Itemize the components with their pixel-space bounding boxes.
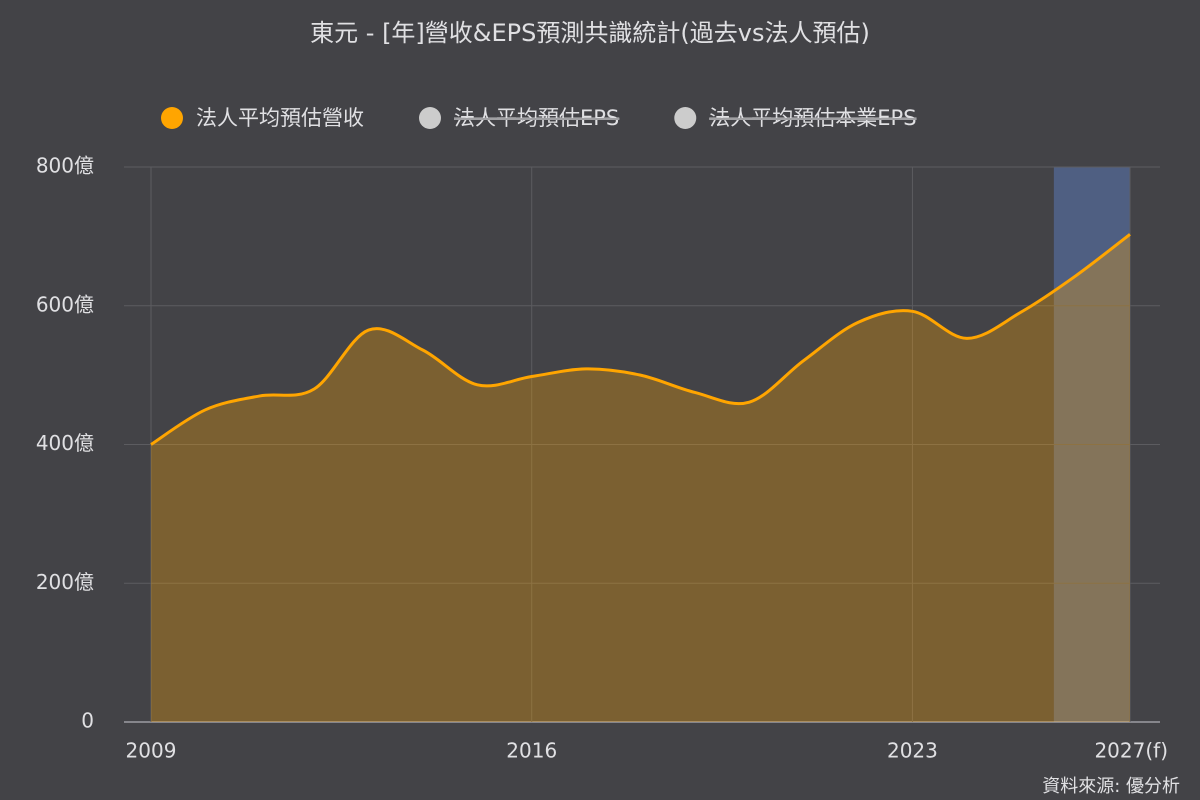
x-tick-label: 2016 bbox=[506, 739, 557, 763]
legend-marker[interactable] bbox=[419, 107, 441, 129]
x-tick-label: 2023 bbox=[887, 739, 938, 763]
y-tick-label: 400億 bbox=[36, 431, 94, 455]
area-fill bbox=[151, 234, 1130, 722]
area-line bbox=[150, 233, 1131, 446]
legend-marker[interactable] bbox=[161, 107, 183, 129]
legend-marker[interactable] bbox=[674, 107, 697, 129]
legend-label[interactable]: 法人平均預估營收 bbox=[196, 106, 364, 130]
x-tick-label: 2027(f) bbox=[1094, 739, 1168, 763]
y-tick-label: 800億 bbox=[36, 154, 94, 178]
x-tick-label: 2009 bbox=[126, 739, 177, 763]
y-tick-label: 0 bbox=[81, 709, 94, 733]
source: 資料來源: 優分析 bbox=[1042, 776, 1180, 797]
y-tick-label: 600億 bbox=[36, 292, 94, 316]
y-tick-label: 200億 bbox=[36, 570, 94, 594]
chart-title: 東元 - [年]營收&EPS預測共識統計(過去vs法人預估) bbox=[310, 19, 870, 47]
